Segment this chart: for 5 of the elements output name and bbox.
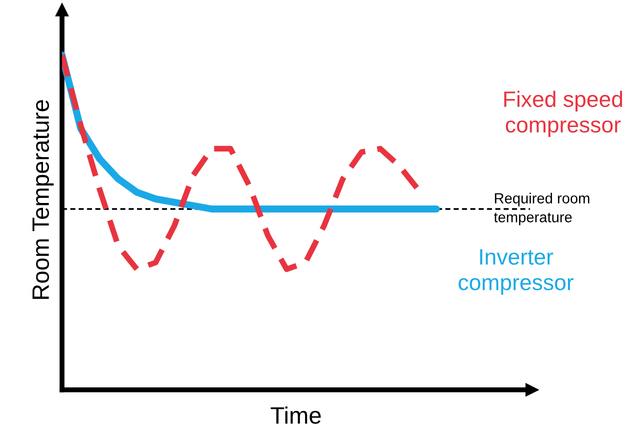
ref-line-label: Required room temperature bbox=[494, 192, 590, 226]
x-axis-title: Time bbox=[270, 406, 321, 424]
y-axis-title: Room Temperature bbox=[32, 100, 54, 299]
text: Fixed speed compressor bbox=[504, 90, 622, 138]
text: Inverter compressor bbox=[458, 249, 574, 295]
